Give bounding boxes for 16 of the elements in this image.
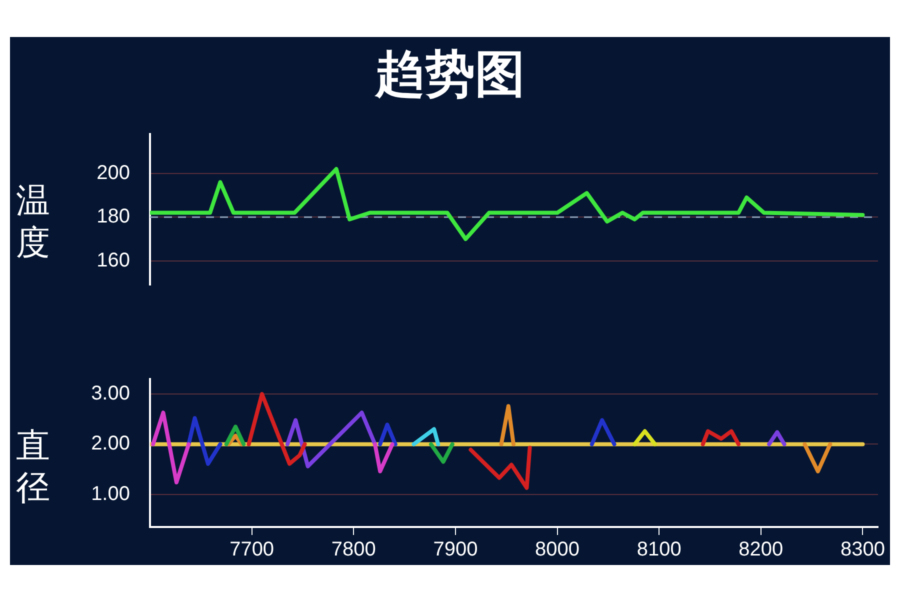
y-axis-title: 直径 <box>15 425 51 509</box>
x-tick-label: 7900 <box>433 538 478 561</box>
x-tick-label: 8300 <box>840 538 885 561</box>
y-tick-label: 160 <box>96 249 130 272</box>
x-tick-label: 8000 <box>535 538 580 561</box>
y-tick-label: 1.00 <box>91 482 130 505</box>
x-tick-label: 8200 <box>738 538 784 561</box>
x-tick-label: 8100 <box>636 538 682 561</box>
chart-title: 趋势图 <box>374 44 526 105</box>
x-tick-label: 7800 <box>331 538 376 561</box>
y-tick-label: 180 <box>96 206 130 228</box>
y-tick-label: 2.00 <box>91 432 130 455</box>
y-tick-label: 200 <box>96 162 130 184</box>
y-tick-label: 3.00 <box>91 382 130 405</box>
x-tick-label: 7700 <box>230 538 274 561</box>
y-axis-title: 温度 <box>15 180 51 264</box>
